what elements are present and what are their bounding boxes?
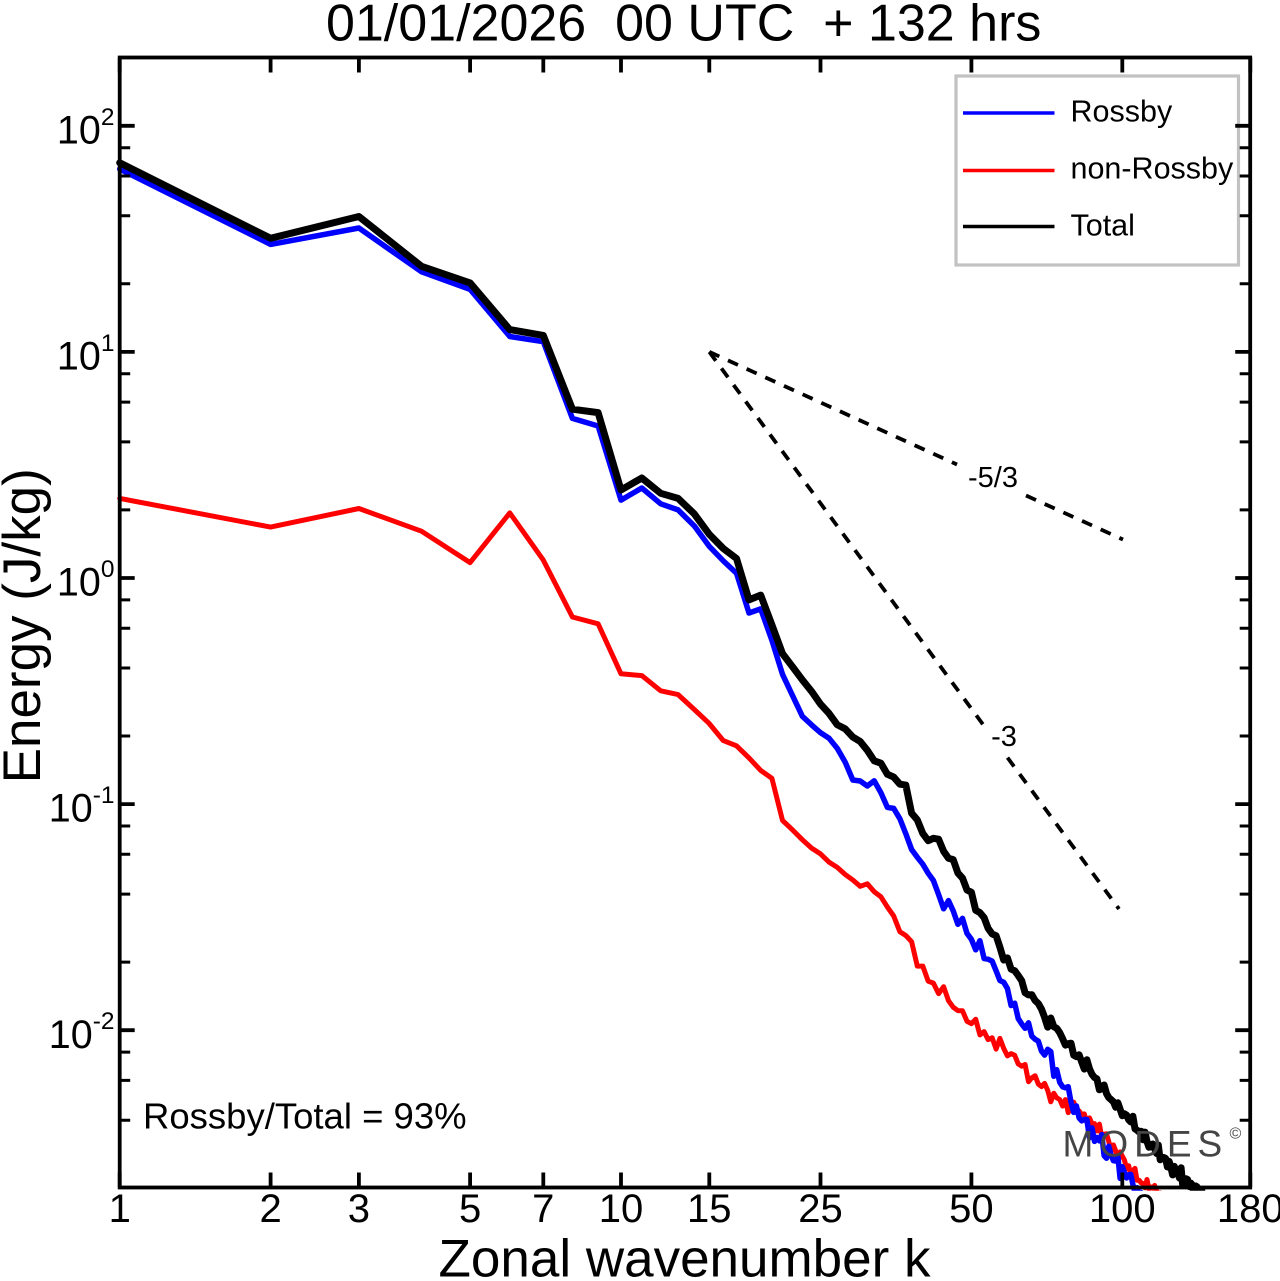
svg-text:2: 2: [259, 1187, 281, 1231]
svg-text:3: 3: [348, 1187, 370, 1231]
svg-text:Rossby: Rossby: [1071, 94, 1173, 128]
svg-text:25: 25: [798, 1187, 843, 1231]
svg-text:5: 5: [459, 1187, 481, 1231]
svg-text:Energy (J/kg): Energy (J/kg): [0, 468, 52, 783]
svg-text:non-Rossby: non-Rossby: [1071, 152, 1234, 186]
svg-text:180: 180: [1217, 1187, 1280, 1231]
svg-text:-3: -3: [991, 721, 1017, 753]
svg-text:©: ©: [1230, 1126, 1242, 1143]
svg-text:Rossby/Total = 93%: Rossby/Total = 93%: [143, 1096, 467, 1137]
svg-text:7: 7: [532, 1187, 554, 1231]
svg-text:1: 1: [109, 1187, 131, 1231]
svg-text:Zonal wavenumber k: Zonal wavenumber k: [439, 1230, 931, 1281]
svg-text:-5/3: -5/3: [968, 462, 1018, 494]
svg-text:MODES: MODES: [1063, 1124, 1229, 1165]
svg-text:100: 100: [1089, 1187, 1156, 1231]
svg-text:15: 15: [687, 1187, 732, 1231]
svg-text:01/01/2026 00 UTC + 132 hrs: 01/01/2026 00 UTC + 132 hrs: [326, 0, 1041, 53]
svg-text:Total: Total: [1071, 208, 1135, 242]
svg-text:10: 10: [599, 1187, 644, 1231]
svg-text:50: 50: [949, 1187, 994, 1231]
